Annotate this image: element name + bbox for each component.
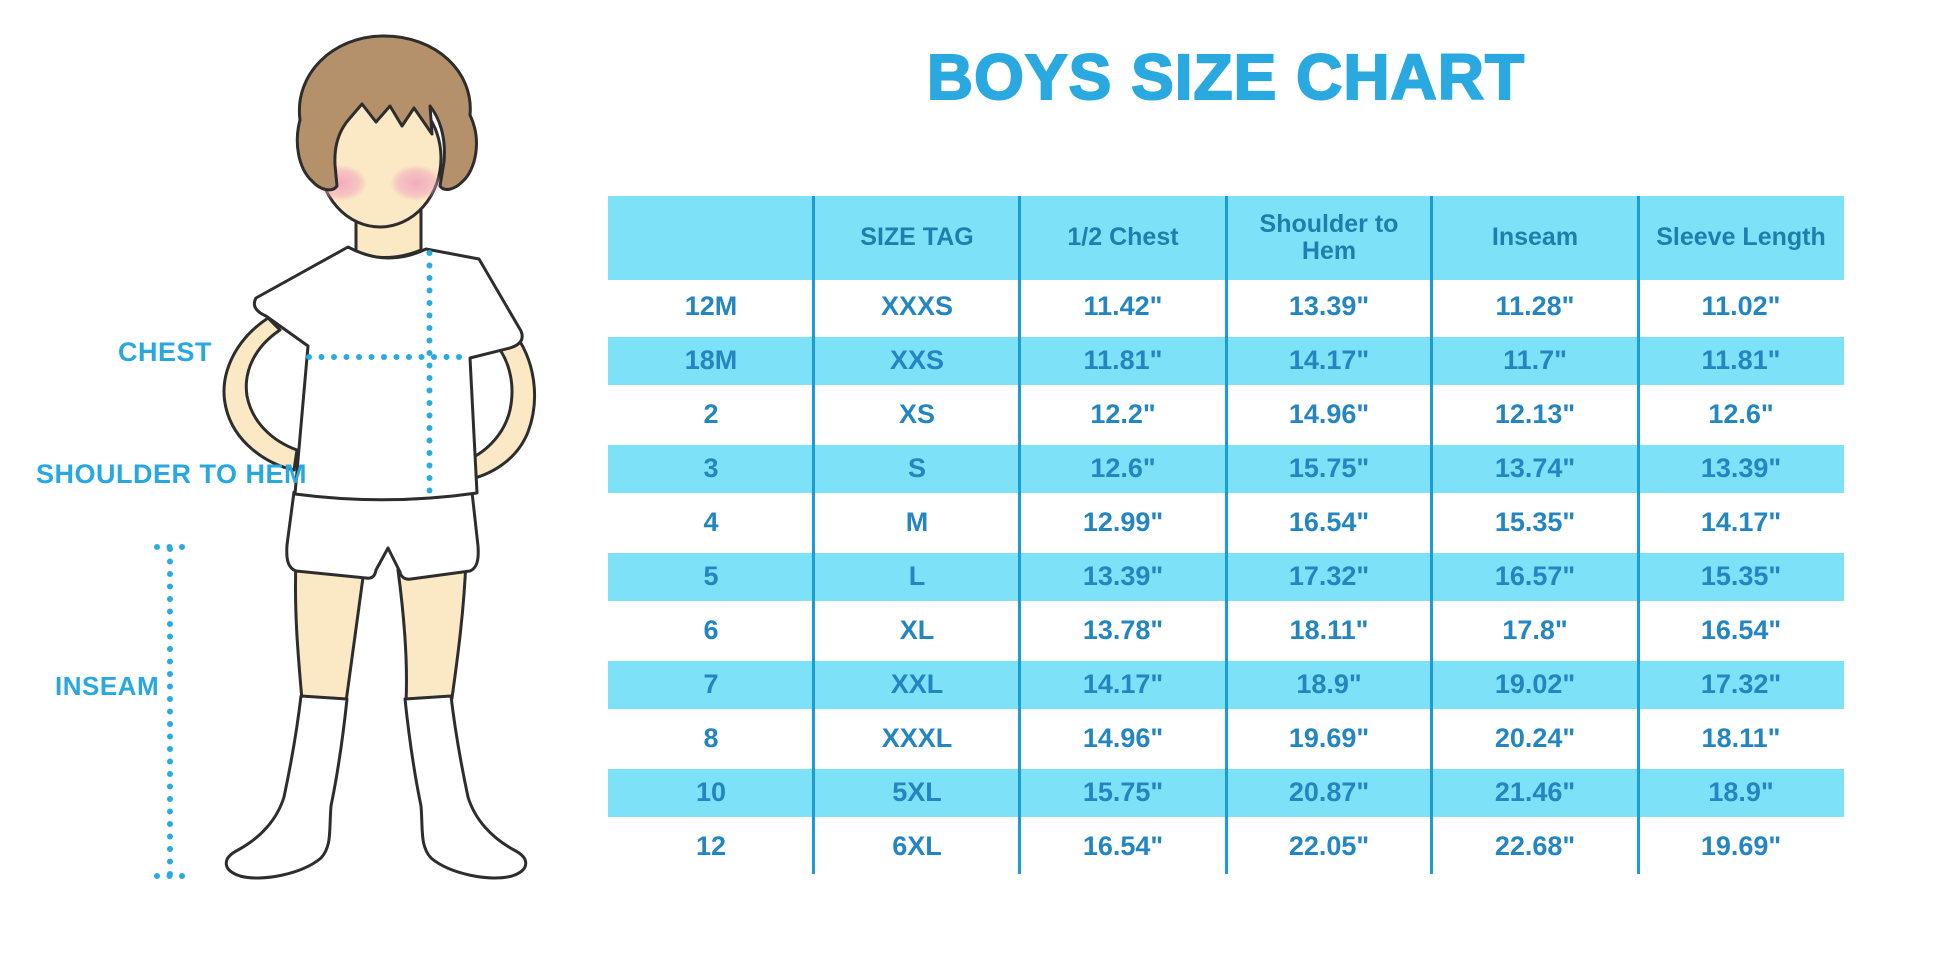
table-cell: 5 (703, 561, 719, 592)
table-cell: 19.02" (1494, 669, 1576, 700)
shoulder-to-hem-label: SHOULDER TO HEM (36, 459, 308, 489)
table-cell: 18M (684, 345, 738, 376)
table-cell: 21.46" (1494, 777, 1576, 808)
table-cell: 15.75" (1288, 453, 1370, 484)
column-header (608, 196, 814, 280)
table-cell: 2 (703, 399, 719, 430)
column-header: Sleeve Length (1656, 223, 1826, 252)
table-cell: 11.02" (1701, 291, 1781, 322)
table-cell: 6 (703, 615, 719, 646)
table-cell: 14.17" (1700, 507, 1782, 538)
table-cell: 13.74" (1494, 453, 1576, 484)
size-table: SIZE TAG 1/2 Chest Shoulder to Hem Inseam Sl… (608, 196, 1844, 874)
table-cell: 17.8" (1502, 615, 1568, 646)
table-cell: 11.7" (1503, 345, 1567, 376)
column-divider (1224, 196, 1228, 874)
table-cell: 12.6" (1090, 453, 1156, 484)
table-cell: 14.96" (1288, 399, 1370, 430)
column-header: Shoulder to Hem (1259, 209, 1399, 265)
table-cell: 22.05" (1288, 831, 1370, 862)
table-cell: L (908, 561, 926, 592)
table-cell: 19.69" (1288, 723, 1370, 754)
table-cell: 14.96" (1082, 723, 1164, 754)
table-cell: 18.11" (1701, 723, 1781, 754)
right-leg (396, 558, 468, 704)
table-cell: 13.39" (1700, 453, 1782, 484)
table-cell: 6XL (892, 831, 942, 862)
table-cell: 14.17" (1082, 669, 1164, 700)
table-cell: 19.69" (1700, 831, 1782, 862)
table-cell: 15.35" (1700, 561, 1782, 592)
table-cell: 20.87" (1288, 777, 1370, 808)
table-cell: 17.32" (1700, 669, 1782, 700)
table-cell: XL (899, 615, 935, 646)
table-cell: 13.39" (1288, 291, 1370, 322)
table-cell: 16.54" (1288, 507, 1370, 538)
table-cell: XXL (890, 669, 944, 700)
left-arm (222, 316, 299, 472)
shirt (252, 245, 524, 502)
left-leg (293, 558, 366, 704)
table-cell: XXS (889, 345, 945, 376)
table-cell: 13.39" (1082, 561, 1164, 592)
table-cell: 12.99" (1082, 507, 1164, 538)
boy-measurement-figure: CHEST SHOULDER TO HEM INSEAM (0, 0, 620, 973)
table-cell: 18.9" (1708, 777, 1774, 808)
table-cell: 12.13" (1494, 399, 1576, 430)
table-cell: 13.78" (1082, 615, 1164, 646)
table-cell: 11.28" (1495, 291, 1575, 322)
table-cell: XS (898, 399, 936, 430)
hair (295, 34, 478, 192)
table-cell: 22.68" (1494, 831, 1576, 862)
table-cell: 4 (703, 507, 719, 538)
table-cell: S (907, 453, 926, 484)
table-cell: 20.24" (1494, 723, 1576, 754)
table-cell: M (905, 507, 929, 538)
table-cell: 12M (684, 291, 738, 322)
chest-label: CHEST (118, 337, 213, 367)
shorts (285, 490, 480, 581)
table-cell: 12 (695, 831, 727, 862)
table-cell: 16.54" (1700, 615, 1782, 646)
left-sock (224, 694, 349, 880)
table-cell: XXXL (881, 723, 953, 754)
column-header: Inseam (1491, 223, 1579, 252)
table-cell: 15.75" (1082, 777, 1164, 808)
table-cell: XXXS (880, 291, 954, 322)
table-cell: 3 (703, 453, 719, 484)
table-cell: 5XL (892, 777, 942, 808)
table-cell: 18.9" (1296, 669, 1362, 700)
table-cell: 11.81" (1701, 345, 1781, 376)
table-cell: 12.6" (1708, 399, 1774, 430)
right-cheek (390, 165, 442, 201)
table-cell: 11.81" (1083, 345, 1163, 376)
table-cell: 16.57" (1494, 561, 1576, 592)
table-cell: 12.2" (1090, 399, 1156, 430)
table-cell: 16.54" (1082, 831, 1164, 862)
column-header: SIZE TAG (860, 223, 974, 252)
boy-illustration (154, 34, 537, 880)
column-divider (1430, 196, 1434, 874)
table-cell: 18.11" (1289, 615, 1369, 646)
column-divider (812, 196, 816, 874)
table-cell: 15.35" (1494, 507, 1576, 538)
page-title: BOYS SIZE CHART (926, 40, 1526, 114)
table-cell: 8 (703, 723, 719, 754)
column-divider (1018, 196, 1022, 874)
column-divider (1636, 196, 1640, 874)
table-cell: 11.42" (1083, 291, 1163, 322)
table-cell: 7 (703, 669, 719, 700)
right-sock (403, 694, 528, 880)
table-cell: 17.32" (1288, 561, 1370, 592)
inseam-label: INSEAM (55, 671, 160, 701)
column-header: 1/2 Chest (1067, 223, 1179, 252)
table-cell: 14.17" (1288, 345, 1370, 376)
table-cell: 10 (695, 777, 727, 808)
